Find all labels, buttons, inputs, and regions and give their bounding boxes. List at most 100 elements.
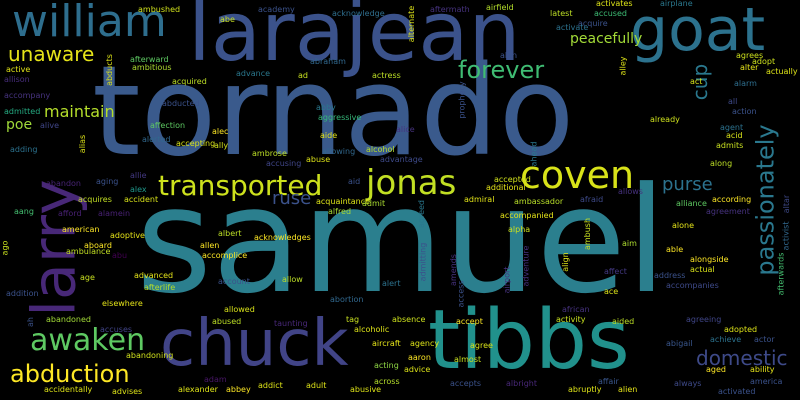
word-accidentally: activated bbox=[718, 387, 756, 396]
word-abduction: abduction bbox=[10, 360, 130, 388]
word-aging: alex bbox=[130, 185, 147, 194]
word-purse: purse bbox=[662, 174, 713, 195]
word-aang: agreement bbox=[706, 207, 750, 216]
word-allen: albert bbox=[218, 229, 242, 238]
word-acquire: alley bbox=[618, 56, 628, 76]
word-afford: aang bbox=[14, 207, 34, 216]
word-aide: alec bbox=[212, 127, 229, 136]
word-accompany: accompany bbox=[4, 91, 51, 100]
word-agreed: ahead bbox=[529, 141, 539, 167]
word-adoptive: american bbox=[62, 225, 100, 234]
word-alec: affection bbox=[150, 121, 186, 130]
word-passionately: passionately bbox=[751, 124, 780, 276]
word-age: abu bbox=[112, 251, 128, 260]
word-awaken: awaken bbox=[30, 323, 146, 358]
word-abducts: advance bbox=[236, 69, 271, 78]
word-affect: actual bbox=[690, 265, 715, 274]
word-abu: ambulance bbox=[66, 247, 111, 256]
word-across: abusive bbox=[350, 385, 382, 394]
word-albert: afterlife bbox=[144, 283, 176, 292]
word-samuel: samuel bbox=[136, 156, 667, 326]
word-ahead: abducted bbox=[162, 99, 200, 108]
word-taunting: abused bbox=[212, 317, 242, 326]
word-act: along bbox=[710, 159, 733, 168]
word-abby: aide bbox=[320, 131, 338, 140]
word-abandon: aging bbox=[96, 177, 119, 186]
word-affair: abruptly bbox=[568, 385, 602, 394]
word-albright: accepts bbox=[450, 379, 482, 388]
word-advantage: abuse bbox=[306, 155, 331, 164]
word-acquires: abandon bbox=[46, 179, 81, 188]
word-actual: alongside bbox=[690, 255, 729, 264]
word-accomplice: allen bbox=[200, 241, 220, 250]
word-coven: coven bbox=[520, 153, 635, 197]
word-aged: always bbox=[674, 379, 702, 388]
word-ambushed: ambushed bbox=[138, 5, 181, 14]
word-abandoning: accuses bbox=[100, 325, 133, 334]
word-tibbs: tibbs bbox=[428, 293, 630, 388]
word-amends: access bbox=[456, 280, 466, 308]
word-allison: allison bbox=[4, 75, 30, 84]
word-poe: poe bbox=[6, 117, 33, 133]
word-alerted: aggressive bbox=[318, 113, 362, 122]
word-alien: affair bbox=[598, 377, 619, 386]
word-address: affect bbox=[604, 267, 627, 276]
word-forever: forever bbox=[458, 56, 545, 84]
word-accusing: altar bbox=[782, 194, 792, 214]
word-alive: admitted bbox=[4, 107, 41, 116]
word-ally: accepting bbox=[176, 139, 216, 148]
word-agrees: alarm bbox=[734, 79, 757, 88]
word-always: alien bbox=[618, 385, 638, 394]
word-ambassador: additional bbox=[486, 183, 526, 192]
word-airplane: airplane bbox=[660, 0, 693, 8]
word-alan: activate bbox=[556, 23, 589, 32]
word-advises: accidentally bbox=[44, 385, 93, 394]
word-allowing: ambrose bbox=[252, 149, 287, 158]
word-ambrose: ally bbox=[214, 141, 229, 150]
word-advice: acting bbox=[374, 361, 399, 370]
word-already: admits bbox=[716, 141, 744, 150]
word-alliance: allows bbox=[618, 187, 643, 196]
word-academy: academy bbox=[258, 5, 295, 14]
word-almost: advice bbox=[404, 365, 431, 374]
word-accepting: alerted bbox=[142, 135, 171, 144]
word-all: abbey bbox=[226, 385, 251, 394]
word-ambitious: ambitious bbox=[132, 63, 172, 72]
word-alpha: accompanied bbox=[500, 211, 554, 220]
word-domestic: domestic bbox=[696, 346, 788, 370]
word-allowed: abandoning bbox=[126, 351, 174, 360]
word-according: alliance bbox=[676, 199, 707, 208]
word-alex: allie bbox=[130, 171, 147, 180]
word-abused: allowed bbox=[224, 305, 255, 314]
word-aid: accusing bbox=[266, 159, 302, 168]
word-adventure: amends bbox=[448, 254, 458, 286]
word-account: acknowledges bbox=[254, 233, 311, 242]
word-accident: acquires bbox=[78, 195, 112, 204]
word-allie: alcohol bbox=[366, 145, 395, 154]
word-admiral: admit bbox=[362, 199, 386, 208]
word-larajean: larajean bbox=[188, 0, 521, 80]
word-alternate: alan bbox=[500, 51, 518, 60]
word-adopted: agreeing bbox=[686, 315, 722, 324]
word-abducted: abducts bbox=[104, 54, 114, 86]
word-latest: latest bbox=[550, 9, 573, 18]
word-ago: ah bbox=[25, 317, 35, 327]
word-addition: accompanies bbox=[666, 281, 719, 290]
word-actress: ad bbox=[298, 71, 308, 80]
word-advance: acquired bbox=[172, 77, 207, 86]
word-agent: action bbox=[732, 107, 757, 116]
word-actor: achieve bbox=[710, 335, 742, 344]
word-elsewhere: abandoned bbox=[46, 315, 91, 324]
word-aim: alert bbox=[382, 279, 401, 288]
word-alcoholic: abigail bbox=[666, 339, 693, 348]
word-alert: allow bbox=[282, 275, 303, 284]
word-aggressive: abby bbox=[316, 103, 336, 112]
word-accepted: admiral bbox=[464, 195, 495, 204]
word-alone: according bbox=[712, 195, 752, 204]
word-actually: adopt bbox=[752, 57, 776, 66]
word-abandoned: addition bbox=[6, 289, 39, 298]
word-alexander: adam bbox=[204, 375, 227, 384]
word-advanced: age bbox=[80, 273, 95, 282]
word-american: alamein bbox=[98, 209, 131, 218]
